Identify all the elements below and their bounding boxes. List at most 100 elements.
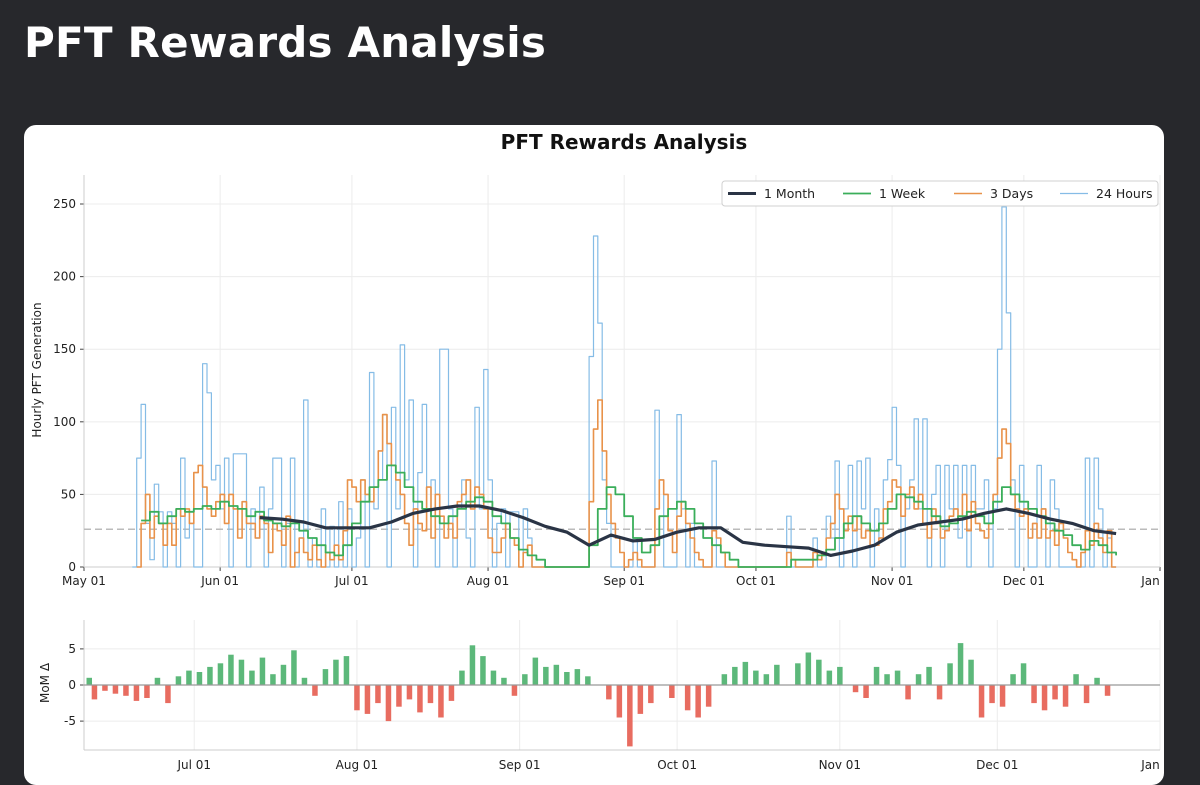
x-tick-label: Oct 01 — [736, 574, 776, 588]
x-tick-label: May 01 — [62, 574, 106, 588]
mom-bar — [186, 670, 192, 685]
mom-bar — [936, 685, 943, 700]
mom-bar — [165, 685, 171, 704]
mom-bar — [957, 643, 964, 685]
mom-bar — [364, 685, 371, 714]
x-tick-label: Jul 01 — [334, 574, 369, 588]
series-line-24-hours — [132, 206, 1117, 568]
mom-x-tick-label: Jul 01 — [176, 758, 211, 772]
mom-bar — [133, 685, 140, 701]
mom-bar — [1020, 663, 1027, 685]
mom-bar — [774, 664, 780, 685]
x-tick-label: Aug 01 — [467, 574, 510, 588]
x-tick-label: Sep 01 — [603, 574, 645, 588]
mom-bar — [543, 666, 549, 685]
mom-bar — [249, 670, 255, 685]
y-tick-label: 100 — [53, 415, 76, 429]
mom-bar — [894, 670, 901, 685]
mom-bar — [606, 685, 612, 700]
mom-bar — [490, 670, 497, 685]
x-tick-label: Jun 01 — [200, 574, 239, 588]
mom-bar — [375, 685, 381, 704]
mom-x-tick-label: Sep 01 — [499, 758, 541, 772]
mom-bar — [522, 674, 528, 685]
mom-bar — [154, 677, 161, 685]
mom-bar — [1083, 685, 1090, 704]
mom-bar — [1010, 674, 1016, 685]
mom-bar — [837, 666, 843, 685]
mom-bar — [91, 685, 98, 700]
mom-bar — [742, 661, 749, 685]
mom-bar — [1062, 685, 1069, 707]
mom-bar — [207, 666, 213, 685]
mom-bar — [354, 685, 360, 711]
mom-bar — [501, 677, 507, 685]
mom-bar — [805, 652, 812, 685]
mom-bar — [175, 676, 182, 685]
mom-bar — [480, 656, 486, 685]
mom-bar — [217, 663, 224, 685]
chart-svg: PFT Rewards Analysis Hourly PFT Generati… — [30, 130, 1164, 772]
y-tick-label: 0 — [68, 560, 76, 574]
mom-bar — [637, 685, 644, 714]
mom-bar — [826, 670, 833, 685]
mom-plot: Jul 01 Aug 01 Sep 01 Oct 01 Nov 01 Dec 01 Jan … — [64, 620, 1164, 772]
legend-label: 3 Days — [990, 186, 1033, 201]
mom-y-tick-label: 5 — [68, 642, 76, 656]
mom-bar — [695, 685, 701, 718]
mom-bar — [863, 685, 869, 698]
mom-bar — [1104, 685, 1111, 696]
mom-x-tick-label: Jan 01 — [1140, 758, 1164, 772]
mom-bar — [989, 685, 995, 704]
mom-bar — [627, 685, 633, 747]
mom-y-tick-label: -5 — [64, 714, 76, 728]
mom-bar — [532, 657, 539, 685]
legend-label: 1 Month — [764, 186, 815, 201]
mom-bar — [884, 674, 890, 685]
y-tick-label: 50 — [61, 487, 76, 501]
mom-bar — [968, 659, 974, 685]
mom-bar — [753, 670, 759, 685]
mom-bar — [564, 672, 570, 685]
mom-bar — [280, 664, 287, 685]
mom-bar — [259, 657, 266, 685]
legend: 1 Month 1 Week 3 Days 24 Hours — [721, 180, 1159, 207]
mom-bar — [669, 685, 675, 698]
mom-bar — [228, 654, 234, 685]
y-tick-label: 250 — [53, 197, 76, 211]
mom-x-tick-label: Dec 01 — [976, 758, 1018, 772]
mom-bar — [102, 685, 108, 691]
mom-bar — [553, 664, 560, 685]
chart-card: PFT Rewards Analysis Hourly PFT Generati… — [24, 125, 1164, 785]
series-line-3-days — [136, 399, 1117, 568]
series-line-1-week — [141, 464, 1117, 568]
mom-bar — [1031, 685, 1037, 704]
main-plot: May 01 Jun 01 Jul 01 Aug 01 Sep 01 Oct 01 Nov … — [53, 175, 1164, 588]
main-y-axis-label: Hourly PFT Generation — [30, 302, 44, 437]
mom-bar — [406, 685, 413, 700]
mom-bar — [385, 685, 392, 722]
mom-bar — [438, 685, 444, 718]
mom-bar — [123, 685, 129, 696]
mom-bar — [684, 685, 691, 711]
mom-bar — [270, 674, 276, 685]
mom-bar — [322, 669, 329, 685]
mom-bar — [705, 685, 712, 707]
mom-y-tick-label: 0 — [68, 678, 76, 692]
mom-bar — [1094, 677, 1100, 685]
mom-bar — [312, 685, 318, 696]
x-tick-label: Jan 01 — [1140, 574, 1164, 588]
mom-x-tick-label: Aug 01 — [336, 758, 379, 772]
mom-x-tick-label: Oct 01 — [657, 758, 697, 772]
x-tick-label: Nov 01 — [871, 574, 914, 588]
mom-bar — [144, 685, 150, 698]
mom-bar — [905, 685, 911, 700]
mom-bar — [301, 677, 308, 685]
mom-bar — [999, 685, 1006, 707]
mom-bar — [291, 650, 297, 685]
chart-title: PFT Rewards Analysis — [501, 130, 748, 154]
mom-bar — [427, 685, 434, 704]
mom-bar — [333, 659, 339, 685]
mom-bar — [459, 670, 465, 685]
mom-bar — [396, 685, 402, 707]
